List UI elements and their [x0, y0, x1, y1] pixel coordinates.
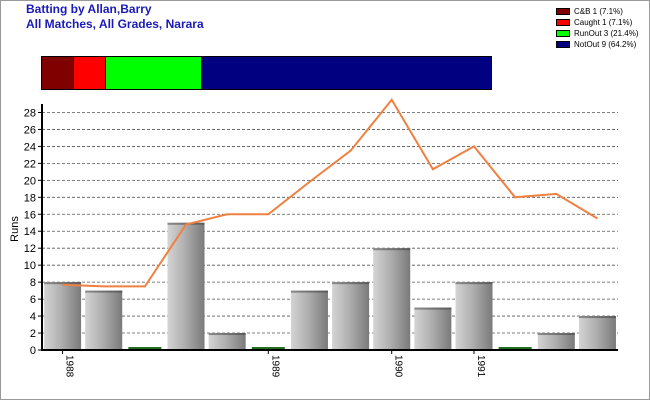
y-tick-label: 2 [30, 328, 36, 340]
chart-title-line1: Batting by Allan,Barry [26, 2, 152, 16]
bar [167, 222, 205, 350]
bar-zero-marker [251, 347, 285, 350]
bar-top [85, 290, 123, 293]
bar-top [578, 316, 616, 319]
legend-item-runout: RunOut 3 (21.4%) [556, 28, 638, 39]
y-tick-label: 18 [24, 192, 36, 204]
legend-label-caught: Caught 1 (7.1%) [574, 18, 633, 27]
bar [373, 248, 411, 350]
y-tick-label: 14 [24, 226, 36, 238]
legend-label-notout: NotOut 9 (64.2%) [574, 40, 637, 49]
bar-top [373, 248, 411, 251]
y-tick-label: 16 [24, 209, 36, 221]
bar-zero-marker [128, 347, 162, 350]
bar [290, 290, 328, 350]
x-tick-label: 1988 [64, 355, 75, 378]
dismissal-summary-bar [41, 56, 492, 90]
bar-top [290, 290, 328, 293]
legend: C&B 1 (7.1%) Caught 1 (7.1%) RunOut 3 (2… [556, 6, 638, 50]
bar-top [414, 307, 452, 310]
y-tick-label: 22 [24, 158, 36, 170]
dismissal-segment-runout [105, 57, 203, 89]
y-tick-label: 24 [24, 141, 36, 153]
bar [44, 282, 82, 350]
dismissal-segment-caught [73, 57, 106, 89]
bar-zero-marker [498, 347, 532, 350]
bar-top [44, 282, 82, 285]
legend-swatch-cb [556, 8, 570, 15]
bar [578, 316, 616, 350]
legend-label-runout: RunOut 3 (21.4%) [574, 29, 639, 38]
bars [44, 222, 616, 350]
bar-top [537, 333, 575, 336]
y-tick-label: 10 [24, 260, 36, 272]
bar [208, 333, 246, 350]
dismissal-segment-notout [202, 57, 491, 89]
x-tick-label: 1991 [475, 355, 486, 378]
chart-title: Batting by Allan,Barry All Matches, All … [26, 2, 204, 32]
bar [455, 282, 493, 350]
legend-swatch-caught [556, 19, 570, 26]
dismissal-segment-cb [42, 57, 74, 89]
y-axis-label: Runs [9, 216, 21, 242]
chart-title-line2: All Matches, All Grades, Narara [26, 17, 204, 31]
bar [537, 333, 575, 350]
legend-item-cb: C&B 1 (7.1%) [556, 6, 638, 17]
x-tick-label: 1989 [269, 355, 280, 378]
bar-top [332, 282, 370, 285]
running-average-polyline [62, 98, 598, 288]
y-tick-label: 6 [30, 294, 36, 306]
legend-swatch-runout [556, 30, 570, 37]
legend-item-caught: Caught 1 (7.1%) [556, 17, 638, 28]
y-tick-label: 8 [30, 277, 36, 289]
legend-swatch-notout [556, 41, 570, 48]
y-tick-label: 12 [24, 243, 36, 255]
y-tick-label: 20 [24, 175, 36, 187]
bar [85, 290, 123, 350]
running-average-line [62, 98, 598, 288]
legend-item-notout: NotOut 9 (64.2%) [556, 39, 638, 50]
y-tick-label: 0 [30, 345, 36, 357]
bar-top [455, 282, 493, 285]
y-tick-label: 4 [30, 311, 36, 323]
bar-top [208, 333, 246, 336]
legend-label-cb: C&B 1 (7.1%) [574, 7, 623, 16]
bar [332, 282, 370, 350]
x-tick-label: 1990 [393, 355, 404, 378]
gridlines [42, 112, 618, 334]
y-tick-label: 26 [24, 124, 36, 136]
bar [414, 307, 452, 350]
y-tick-label: 28 [24, 107, 36, 119]
